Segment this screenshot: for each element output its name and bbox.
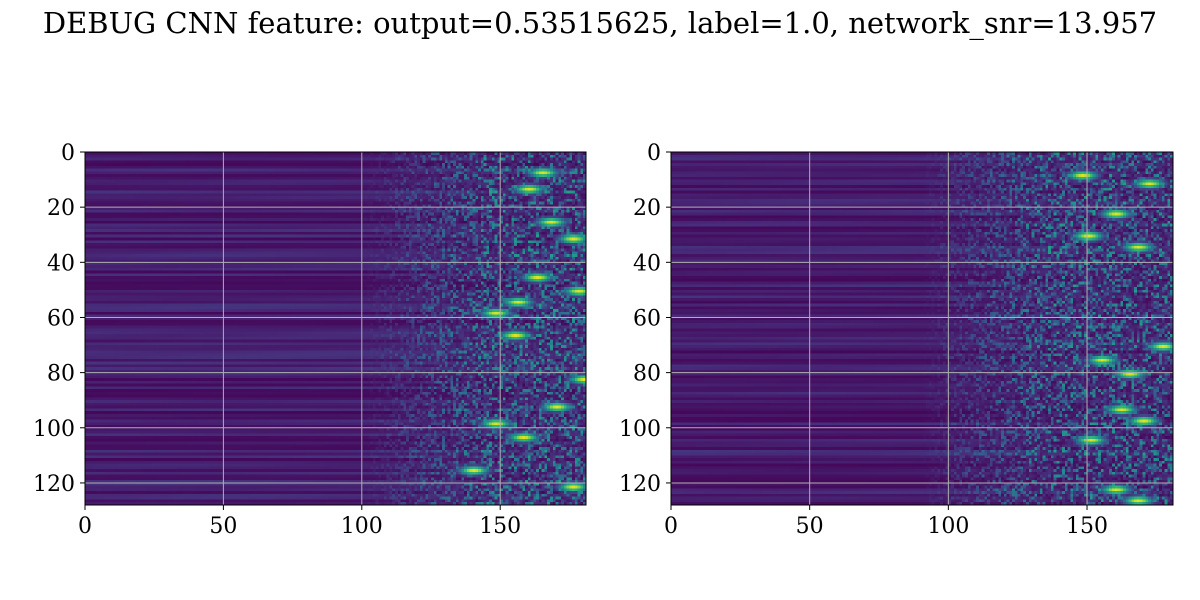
heatmap-panel-right: 0 50 100 150 0 20 40 60 80 100 120 — [619, 141, 1174, 539]
x-tick-label: 0 — [78, 514, 92, 539]
y-tick-label: 40 — [47, 251, 75, 276]
y-tick-label: 20 — [47, 196, 75, 221]
axes-frame-right — [670, 151, 1174, 506]
heatmap-image-left — [85, 152, 586, 505]
y-tick-label: 120 — [619, 472, 661, 497]
heatmap-image-right — [671, 152, 1173, 505]
x-tick-label: 100 — [341, 514, 383, 539]
y-tick-label: 120 — [33, 472, 75, 497]
heatmap-panel-left: 0 50 100 150 0 20 40 60 80 100 120 — [33, 141, 587, 539]
y-tick-label: 60 — [47, 306, 75, 331]
x-tick-label: 0 — [664, 514, 678, 539]
y-tick-label: 40 — [633, 251, 661, 276]
y-tick-label: 100 — [619, 417, 661, 442]
y-tick-label: 80 — [633, 362, 661, 387]
x-tick-label: 100 — [927, 514, 969, 539]
x-tick-label: 150 — [479, 514, 521, 539]
y-tick-label: 60 — [633, 306, 661, 331]
axes-frame-left — [84, 151, 587, 506]
x-tick-label: 150 — [1066, 514, 1108, 539]
x-tick-label: 50 — [796, 514, 824, 539]
y-tick-label: 0 — [61, 141, 75, 166]
x-tick-label: 50 — [209, 514, 237, 539]
y-tick-label: 0 — [647, 141, 661, 166]
y-tick-label: 20 — [633, 196, 661, 221]
y-tick-label: 100 — [33, 417, 75, 442]
figure-title: DEBUG CNN feature: output=0.53515625, la… — [42, 6, 1158, 40]
y-tick-label: 80 — [47, 362, 75, 387]
